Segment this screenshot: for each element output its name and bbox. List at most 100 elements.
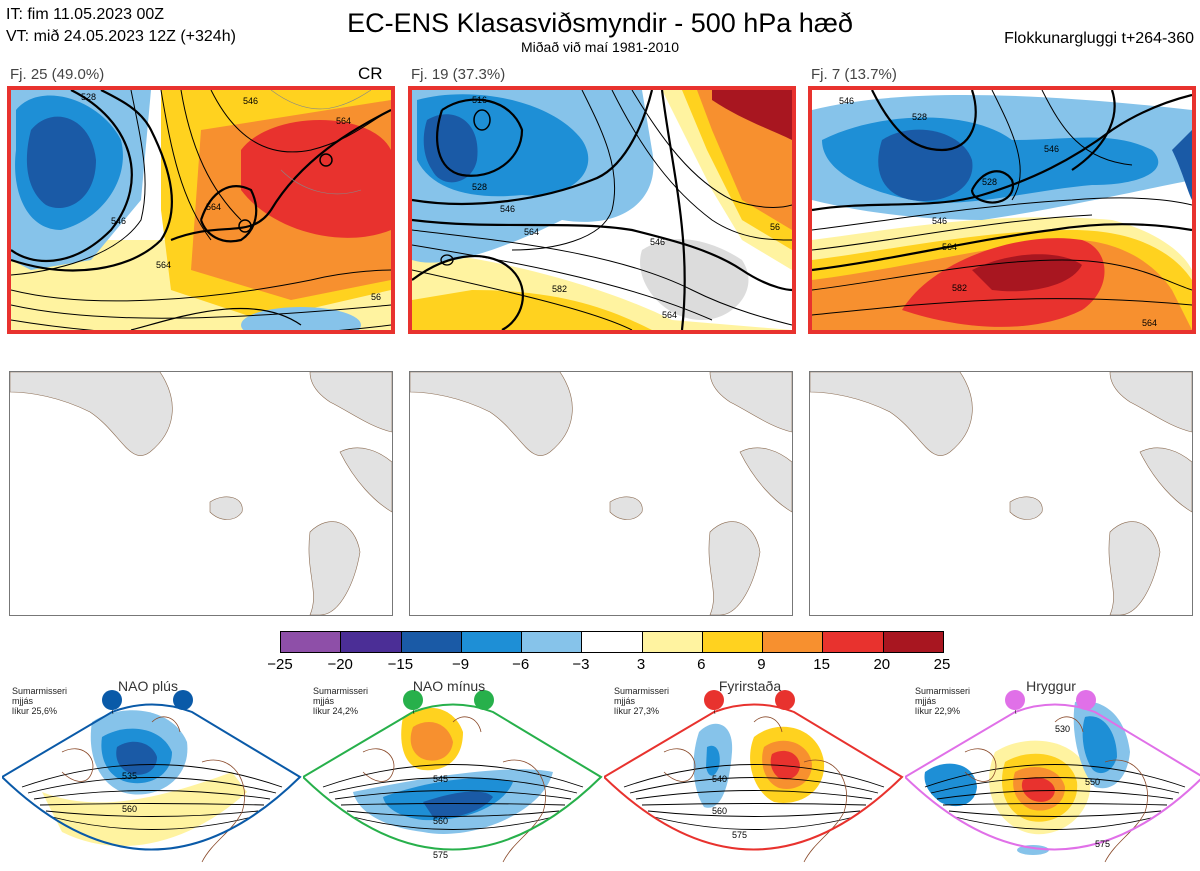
contour-label: 56: [770, 222, 780, 232]
colorbar-cell: [822, 632, 883, 652]
init-time: IT: fim 11.05.2023 00Z: [6, 6, 165, 23]
regime-map: 535 560: [2, 703, 302, 863]
regime-prob: líkur 25,6%: [12, 706, 58, 716]
contour-label: 546: [243, 96, 258, 106]
colorbar-cell: [762, 632, 823, 652]
regime-season: Sumarmisseri: [915, 686, 971, 696]
contour-label: 546: [500, 204, 515, 214]
regime-probability: Sumarmisseri mjjás líkur 25,6%: [12, 686, 67, 716]
cluster-window: Flokkunargluggi t+264-360: [1004, 30, 1194, 47]
regime-dot: [173, 690, 193, 710]
colorbar-cell: [521, 632, 582, 652]
valid-time: VT: mið 24.05.2023 12Z (+324h): [6, 28, 236, 45]
colorbar-cell: [641, 632, 702, 652]
contour-label: 528: [472, 182, 487, 192]
contour-label: 564: [662, 310, 677, 320]
colorbar-tick-label: −3: [572, 656, 590, 673]
regime-dot: [403, 690, 423, 710]
regime-probability: Sumarmisseri mjjás líkur 27,3%: [614, 686, 669, 716]
regime-season: Sumarmisseri: [614, 686, 670, 696]
cluster-1-map: 528 546 564 546 564 564 56: [7, 86, 395, 334]
regime-contour-label: 535: [122, 771, 137, 781]
contour-label: 56: [371, 292, 381, 302]
regime-prob: líkur 27,3%: [614, 706, 660, 716]
regime-dot: [704, 690, 724, 710]
contour-label: 528: [81, 92, 96, 102]
colorbar-cell: [340, 632, 401, 652]
contour-label: 564: [336, 116, 351, 126]
page-subtitle: Miðað við maí 1981-2010: [521, 39, 679, 55]
regime-contour-label: 530: [1055, 724, 1070, 734]
contour-label: 564: [156, 260, 171, 270]
regime-name: NAO plús: [118, 678, 178, 694]
colorbar-tick-label: −15: [387, 656, 414, 673]
contour-label: 564: [1142, 318, 1157, 328]
regime-map: 540 560 575: [604, 703, 904, 863]
colorbar-tick-label: 20: [873, 656, 891, 673]
colorbar-tick-label: −9: [451, 656, 470, 673]
contour-label: 528: [912, 112, 927, 122]
cluster-1-label: Fj. 25 (49.0%): [10, 66, 105, 83]
regime-contour-label: 550: [1085, 777, 1100, 787]
colorbar-cell: [460, 632, 522, 652]
cluster-3-map: 546 528 546 546 528 564 582 564: [808, 86, 1196, 334]
regime-probability: Sumarmisseri mjjás líkur 24,2%: [313, 686, 368, 716]
colorbar-tick-label: 9: [757, 656, 766, 673]
contour-label: 582: [952, 283, 967, 293]
regime-dot: [1005, 690, 1025, 710]
page-title: EC-ENS Klasasviðsmyndir - 500 hPa hæð: [347, 8, 853, 38]
cluster-2-blank-map: [409, 371, 793, 616]
contour-label: 546: [1044, 144, 1059, 154]
regime-word: mjjás: [915, 696, 937, 706]
contour-label: 546: [650, 237, 665, 247]
header-times: IT: fim 11.05.2023 00Z VT: mið 24.05.202…: [6, 4, 236, 48]
contour-label: 546: [932, 216, 947, 226]
regime-season: Sumarmisseri: [12, 686, 68, 696]
regime-contour-label: 540: [712, 774, 727, 784]
contour-label: 564: [524, 227, 539, 237]
colorbar-tick-label: 25: [933, 656, 951, 673]
contour-label: 546: [111, 216, 126, 226]
regime-contour-label: 545: [433, 774, 448, 784]
regime-word: mjjás: [614, 696, 636, 706]
regime-word: mjjás: [12, 696, 34, 706]
regime-prob: líkur 22,9%: [915, 706, 961, 716]
colorbar-cell: [281, 632, 341, 652]
colorbar-tick-label: 3: [636, 656, 646, 673]
regime-dot: [102, 690, 122, 710]
contour-label: 528: [982, 177, 997, 187]
regime-name: Fyrirstaða: [718, 678, 782, 694]
cluster-2-label: Fj. 19 (37.3%): [411, 66, 506, 83]
colorbar-tick-label: −20: [327, 656, 353, 673]
colorbar: [280, 631, 944, 653]
regime-dot: [1076, 690, 1096, 710]
regime-map: 545 560 575: [303, 703, 603, 863]
colorbar-tick-label: 6: [697, 656, 706, 673]
colorbar-tick-label: 15: [813, 656, 830, 673]
colorbar-cell: [882, 632, 943, 652]
contour-label: 564: [206, 202, 221, 212]
colorbar-tick-label: −6: [512, 656, 530, 673]
cluster-1-blank-map: [9, 371, 393, 616]
contour-label: 546: [839, 96, 854, 106]
regime-probability: Sumarmisseri mjjás líkur 22,9%: [915, 686, 970, 716]
colorbar-cell: [581, 632, 642, 652]
regime-word: mjjás: [313, 696, 335, 706]
cluster-1-tag: CR: [358, 64, 383, 83]
cluster-3-label: Fj. 7 (13.7%): [811, 66, 897, 83]
regime-map: 530 550 575: [905, 701, 1200, 863]
regime-dot: [474, 690, 494, 710]
contour-label: 564: [942, 242, 957, 252]
contour-label: 516: [472, 95, 487, 105]
regime-contour-label: 560: [122, 804, 137, 814]
regime-name: NAO mínus: [412, 678, 486, 694]
colorbar-tick-label: −25: [267, 656, 293, 673]
contour-label: 582: [552, 284, 567, 294]
cluster-3-blank-map: [809, 371, 1193, 616]
regime-season: Sumarmisseri: [313, 686, 369, 696]
regime-contour-label: 560: [712, 806, 727, 816]
regime-name: Hryggur: [1026, 678, 1076, 694]
colorbar-cell: [400, 632, 461, 652]
regime-dot: [775, 690, 795, 710]
regime-contour-label: 575: [433, 850, 448, 860]
